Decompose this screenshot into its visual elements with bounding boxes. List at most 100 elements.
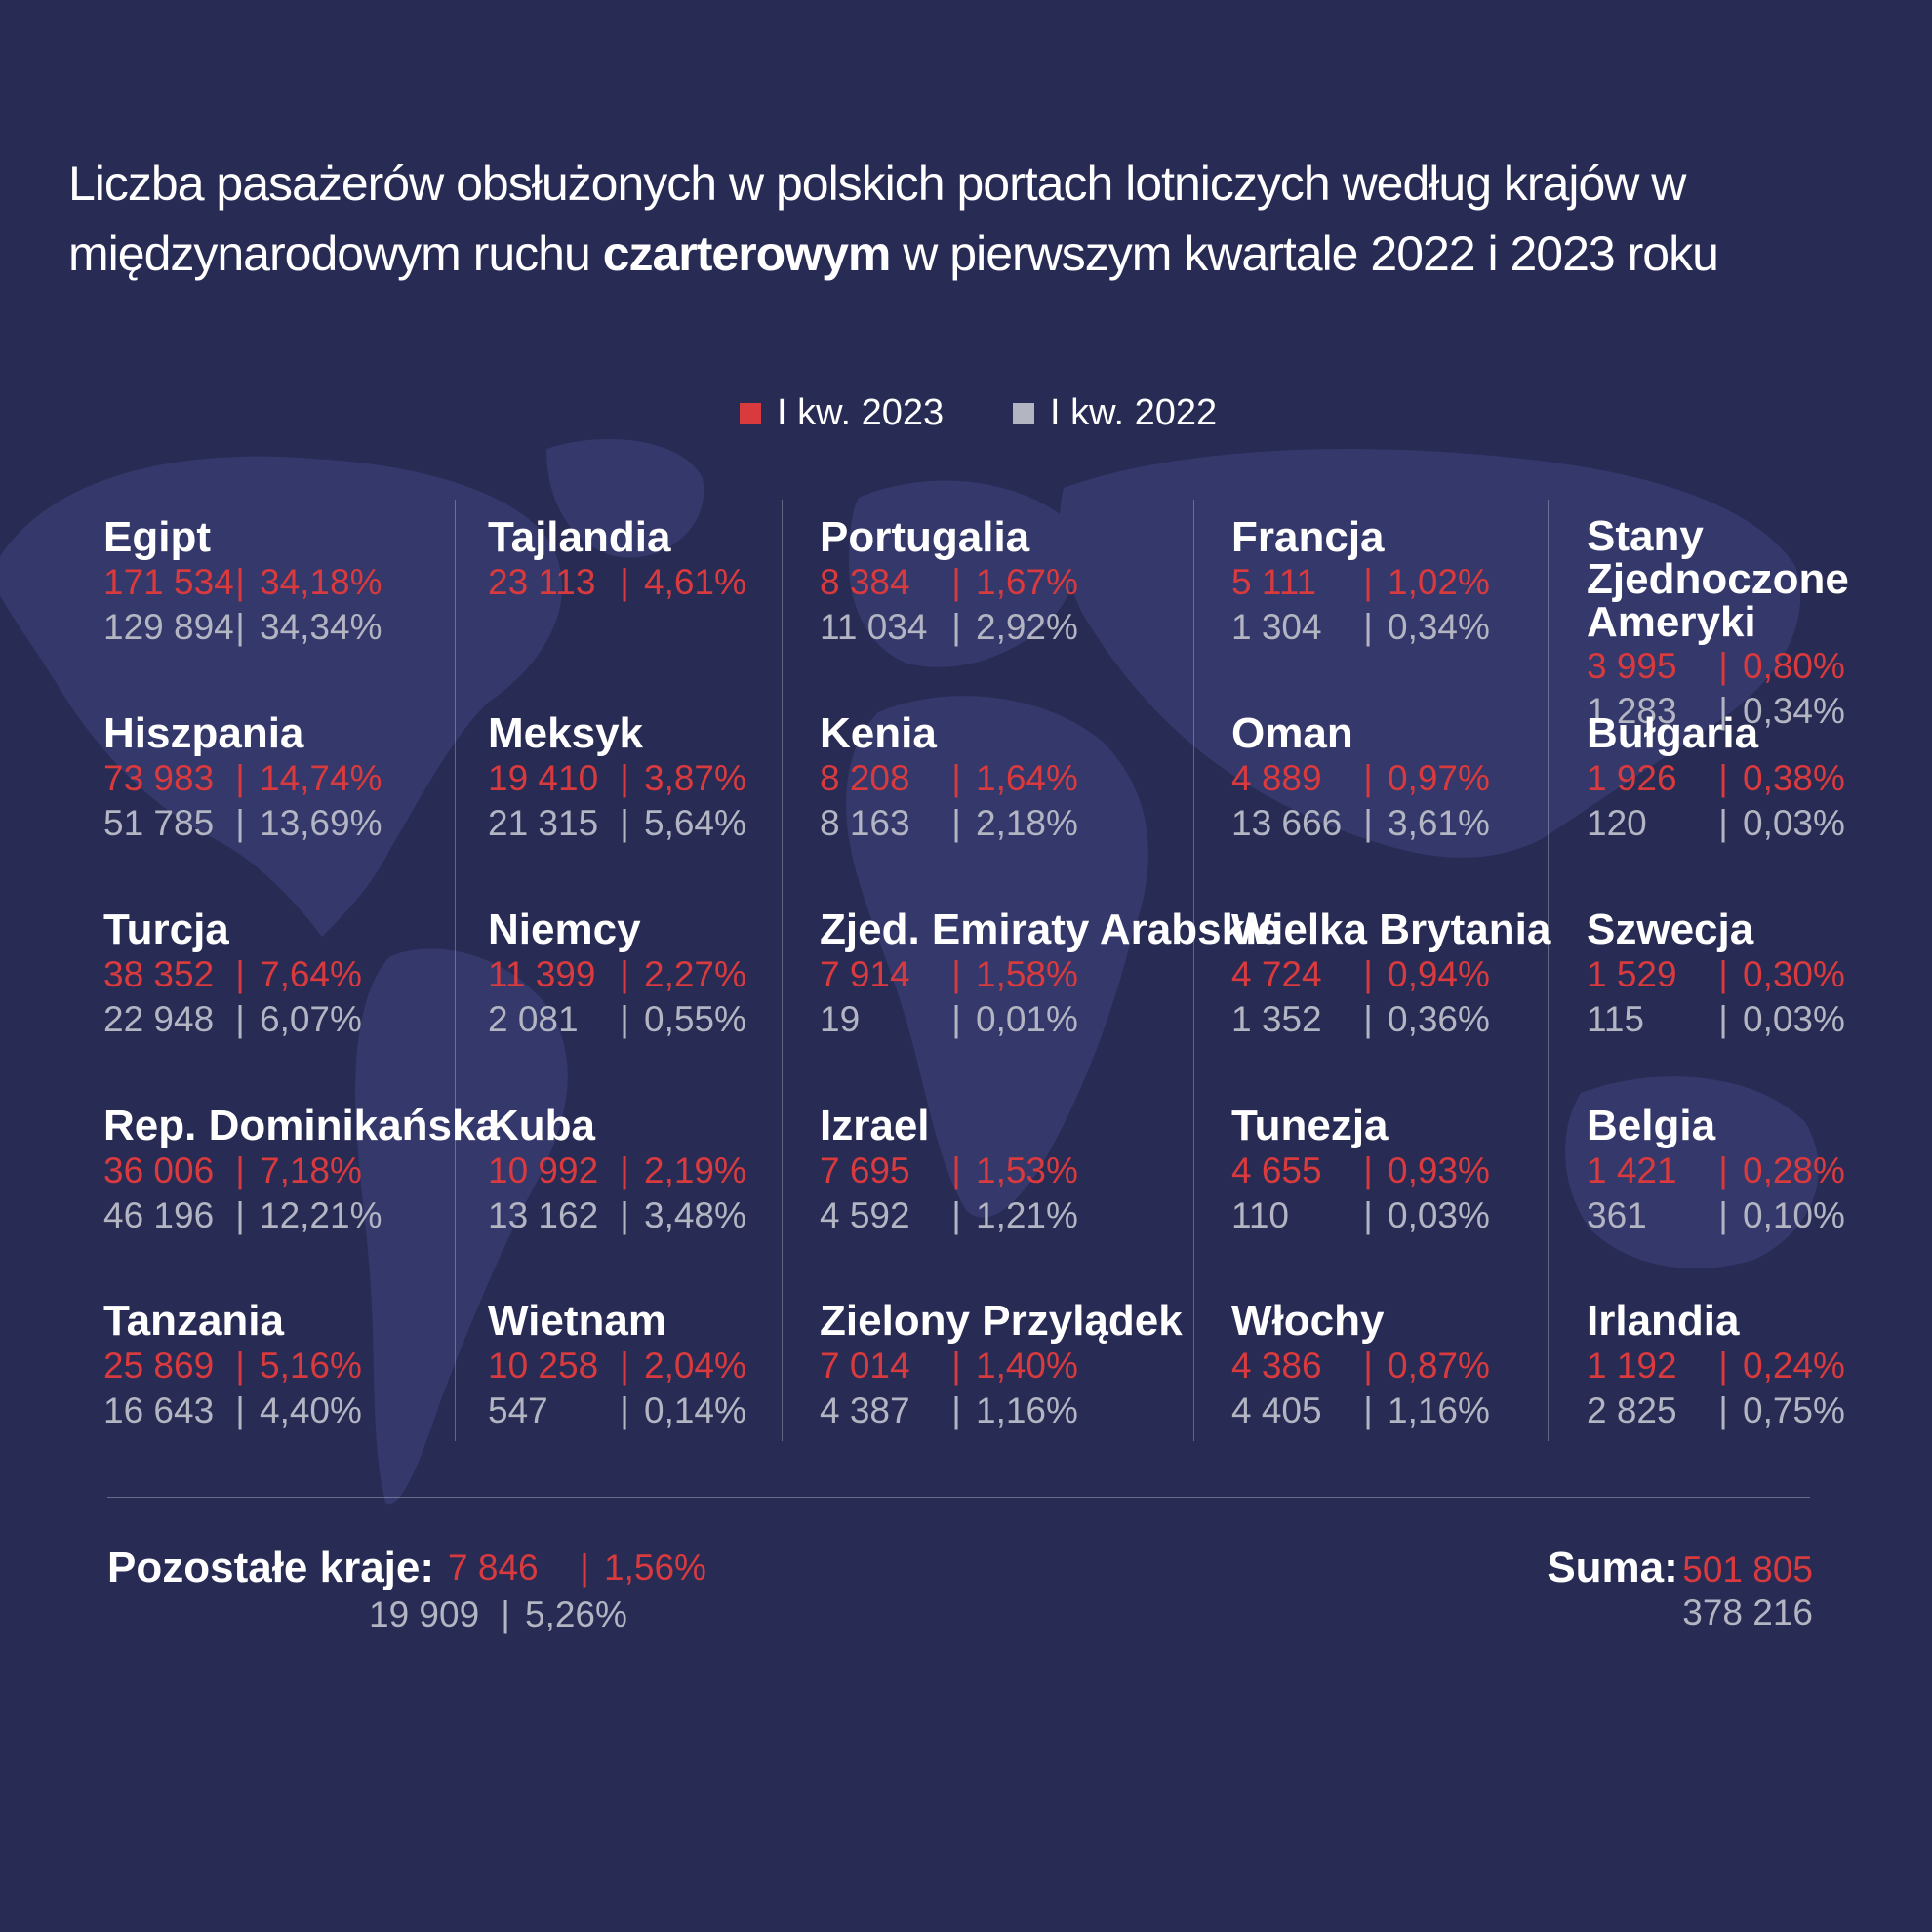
share-percent-2022: 2,18% [976,803,1078,843]
passenger-count-2022: 8 163 [820,803,910,843]
passenger-count-2022: 13 666 [1231,803,1343,843]
share-percent-2022: 0,36% [1388,999,1490,1039]
country-row-2022: 2 825 | 0,75% [1587,1389,1845,1433]
country-row-2023: 10 258 | 2,04% [488,1344,746,1389]
country-name: Oman [1231,709,1353,757]
share-percent-2022: 34,34% [260,607,382,647]
country-entry: Włochy 4 386 | 0,87% 4 405 | 1,16% [1231,1299,1490,1433]
others-percent-2022: 5,26% [525,1594,627,1634]
country-row-2022: 361 | 0,10% [1587,1193,1845,1238]
passenger-count-2023: 171 534 [103,562,234,602]
country-entry: Niemcy 11 399 | 2,27% 2 081 | 0,55% [488,907,746,1042]
share-percent-2022: 2,92% [976,607,1078,647]
separator: | [1363,607,1373,647]
country-entry: Portugalia 8 384 | 1,67% 11 034 | 2,92% [820,515,1078,650]
share-percent-2022: 0,03% [1388,1195,1490,1235]
separator: | [1363,758,1373,798]
separator: | [580,1548,589,1588]
separator: | [235,954,245,994]
country-entry: Kenia 8 208 | 1,64% 8 163 | 2,18% [820,711,1078,846]
share-percent-2022: 1,21% [976,1195,1078,1235]
share-percent-2022: 0,03% [1743,803,1845,843]
column-divider [782,500,783,1441]
country-entry: Szwecja 1 529 | 0,30% 115 | 0,03% [1587,907,1845,1042]
country-name: Wietnam [488,1297,666,1345]
separator: | [620,1150,629,1190]
passenger-count-2023: 4 386 [1231,1346,1322,1386]
share-percent-2023: 0,30% [1743,954,1845,994]
legend: I kw. 2023 I kw. 2022 [0,392,1932,451]
separator: | [951,954,961,994]
country-row-2023: 4 386 | 0,87% [1231,1344,1490,1389]
country-name: Tanzania [103,1297,285,1345]
share-percent-2023: 14,74% [260,758,382,798]
passenger-count-2022: 120 [1587,803,1647,843]
share-percent-2022: 3,61% [1388,803,1490,843]
passenger-count-2022: 4 592 [820,1195,910,1235]
passenger-count-2023: 5 111 [1231,562,1317,602]
passenger-count-2023: 23 113 [488,562,596,602]
country-name: Stany Zjednoczone Ameryki [1587,512,1849,646]
separator: | [620,1390,629,1430]
separator: | [235,1346,245,1386]
country-entry: Tajlandia 23 113 | 4,61% [488,515,746,605]
separator: | [620,562,629,602]
sum-label: Suma: [1547,1544,1678,1591]
country-name: Rep. Dominikańska [103,1102,500,1149]
country-row-2022: 1 304 | 0,34% [1231,605,1490,650]
separator: | [235,607,245,647]
share-percent-2022: 0,14% [644,1390,746,1430]
sum-block: Suma: 501 805 378 216 [1547,1544,1813,1633]
share-percent-2023: 0,24% [1743,1346,1845,1386]
others-label: Pozostałe kraje: [107,1544,435,1591]
separator: | [1718,1195,1728,1235]
country-row-2022: 51 785 | 13,69% [103,801,382,846]
country-entry: Zielony Przylądek 7 014 | 1,40% 4 387 | 1,16% [820,1299,1183,1433]
share-percent-2022: 0,34% [1743,691,1845,731]
country-row-2023: 73 983 | 14,74% [103,756,382,801]
share-percent-2022: 5,64% [644,803,746,843]
share-percent-2022: 0,75% [1743,1390,1845,1430]
africa-shape [846,696,1148,1218]
legend-item-2022: I kw. 2022 [1013,392,1217,434]
country-entry: Rep. Dominikańska 36 006 | 7,18% 46 196 | 12,2… [103,1104,500,1238]
country-row-2023: 4 724 | 0,94% [1231,952,1550,997]
country-name: Meksyk [488,709,644,757]
share-percent-2022: 0,10% [1743,1195,1845,1235]
passenger-count-2023: 4 724 [1231,954,1322,994]
separator: | [1363,1346,1373,1386]
country-row-2022: 22 948 | 6,07% [103,997,362,1042]
passenger-count-2022: 2 825 [1587,1390,1677,1430]
separator: | [1718,646,1728,686]
passenger-count-2023: 4 655 [1231,1150,1322,1190]
country-row-2023: 1 529 | 0,30% [1587,952,1845,997]
passenger-count-2023: 10 258 [488,1346,599,1386]
separator: | [951,562,961,602]
separator: | [951,607,961,647]
passenger-count-2022: 13 162 [488,1195,599,1235]
share-percent-2023: 0,94% [1388,954,1490,994]
country-name: Belgia [1587,1102,1716,1149]
country-row-2022: 13 666 | 3,61% [1231,801,1490,846]
separator: | [1363,1195,1373,1235]
country-row-2022: 4 405 | 1,16% [1231,1389,1490,1433]
country-row-2023: 4 889 | 0,97% [1231,756,1490,801]
column-divider [1548,500,1549,1441]
country-name: Izrael [820,1102,930,1149]
country-row-2022: 21 315 | 5,64% [488,801,746,846]
country-name: Hiszpania [103,709,304,757]
passenger-count-2022: 2 081 [488,999,579,1039]
country-row-2022: 46 196 | 12,21% [103,1193,500,1238]
greenland-shape [546,439,704,558]
sum-value-2022: 378 216 [1682,1592,1813,1632]
country-entry: Egipt 171 534 | 34,18% 129 894 | 34,34% [103,515,382,650]
country-entry: Bułgaria 1 926 | 0,38% 120 | 0,03% [1587,711,1845,846]
country-entry: Wielka Brytania 4 724 | 0,94% 1 352 | 0,36% [1231,907,1550,1042]
country-row-2023: 4 655 | 0,93% [1231,1148,1490,1193]
legend-label-2023: I kw. 2023 [777,392,945,433]
country-row-2022: 129 894 | 34,34% [103,605,382,650]
country-name: Portugalia [820,513,1030,561]
country-row-2023: 8 384 | 1,67% [820,560,1078,605]
separator: | [620,1195,629,1235]
country-entry: Oman 4 889 | 0,97% 13 666 | 3,61% [1231,711,1490,846]
